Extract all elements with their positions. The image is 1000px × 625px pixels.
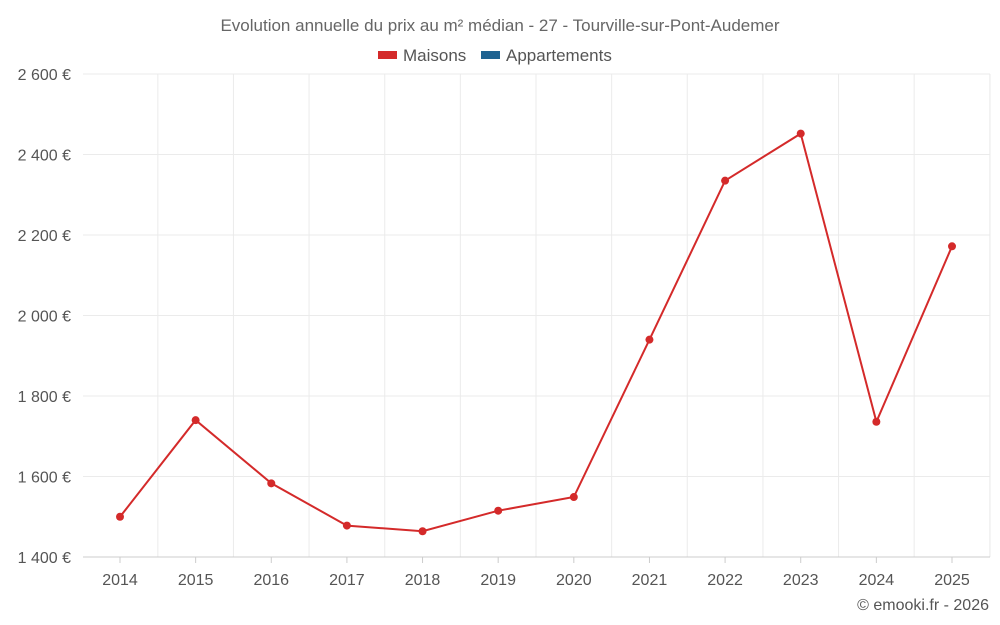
chart-title: Evolution annuelle du prix au m² médian … <box>220 16 779 35</box>
y-tick-label: 2 200 € <box>18 228 71 245</box>
x-tick-label: 2025 <box>934 572 970 589</box>
credit-text: © emooki.fr - 2026 <box>857 597 989 614</box>
x-tick-label: 2022 <box>707 572 743 589</box>
x-tick-label: 2016 <box>253 572 289 589</box>
x-axis: 2014 2015 2016 2017 2018 2019 2020 2021 2022 2023… <box>102 557 970 589</box>
x-tick-label: 2024 <box>859 572 895 589</box>
x-tick-label: 2023 <box>783 572 819 589</box>
data-point[interactable] <box>267 479 276 488</box>
legend-label-appartements[interactable]: Appartements <box>506 46 612 65</box>
x-tick-label: 2020 <box>556 572 592 589</box>
x-tick-label: 2014 <box>102 572 138 589</box>
x-tick-label: 2021 <box>632 572 668 589</box>
data-point[interactable] <box>418 527 427 536</box>
x-tick-label: 2015 <box>178 572 214 589</box>
x-tick-label: 2019 <box>480 572 516 589</box>
y-tick-label: 1 400 € <box>18 550 71 567</box>
data-point[interactable] <box>645 335 654 344</box>
data-point[interactable] <box>721 176 730 185</box>
data-point[interactable] <box>796 129 805 138</box>
gridlines <box>83 73 991 558</box>
legend: Maisons Appartements <box>378 46 612 65</box>
legend-label-maisons[interactable]: Maisons <box>403 46 466 65</box>
y-tick-label: 2 000 € <box>18 309 71 326</box>
y-tick-label: 1 800 € <box>18 389 71 406</box>
series-maisons <box>116 129 956 536</box>
series-line-maisons <box>119 132 953 533</box>
data-point[interactable] <box>872 417 881 426</box>
data-point[interactable] <box>191 416 200 425</box>
y-tick-label: 2 600 € <box>18 67 71 84</box>
data-point[interactable] <box>569 493 578 502</box>
x-tick-label: 2018 <box>405 572 441 589</box>
y-axis: 1 400 € 1 600 € 1 800 € 2 000 € 2 200 € 2 400… <box>18 67 71 567</box>
data-point[interactable] <box>342 521 351 530</box>
legend-swatch-appartements[interactable] <box>481 51 500 59</box>
data-point[interactable] <box>948 242 956 251</box>
x-tick-label: 2017 <box>329 572 365 589</box>
legend-swatch-maisons[interactable] <box>378 51 397 59</box>
data-point[interactable] <box>494 506 503 515</box>
y-tick-label: 1 600 € <box>18 470 71 487</box>
y-tick-label: 2 400 € <box>18 148 71 165</box>
data-point[interactable] <box>116 512 124 521</box>
